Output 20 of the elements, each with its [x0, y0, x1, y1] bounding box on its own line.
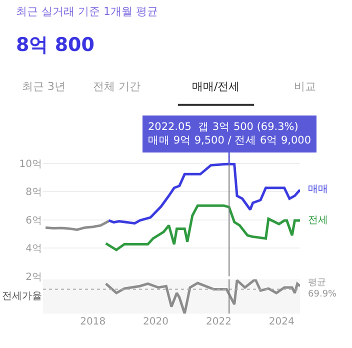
x-tick-label: 2024: [268, 316, 294, 328]
y-tick-label: 2억: [26, 272, 42, 283]
y-tick-label: 10억: [19, 158, 42, 170]
x-tick-label: 2020: [143, 316, 169, 328]
series-label: 매매: [308, 184, 328, 195]
text: 매매/전세: [192, 80, 240, 93]
x-tick-label: 2018: [80, 316, 106, 328]
text: 전체 기간: [93, 80, 140, 93]
y-tick-label: 8억: [26, 187, 42, 198]
ref-line-label: 평균 69.9%: [308, 278, 338, 300]
x-tick-label: 2022: [206, 316, 232, 328]
series-label: 전세: [308, 215, 328, 226]
y-axis-title: 전세가율: [2, 291, 42, 302]
annotation: 2022.05 갭 3억 500 (69.3%) 매매 9억 9,500 / 전세 6억 9,000: [148, 121, 312, 147]
text: 비교: [294, 80, 316, 93]
chart-subtitle: 8억 800: [16, 34, 94, 56]
chart-title: 최근 실거래 기준 1개월 평균: [16, 5, 158, 18]
text: 최근 3년: [22, 80, 66, 93]
y-tick-label: 4억: [26, 244, 42, 255]
y-tick-label: 6억: [26, 215, 42, 226]
